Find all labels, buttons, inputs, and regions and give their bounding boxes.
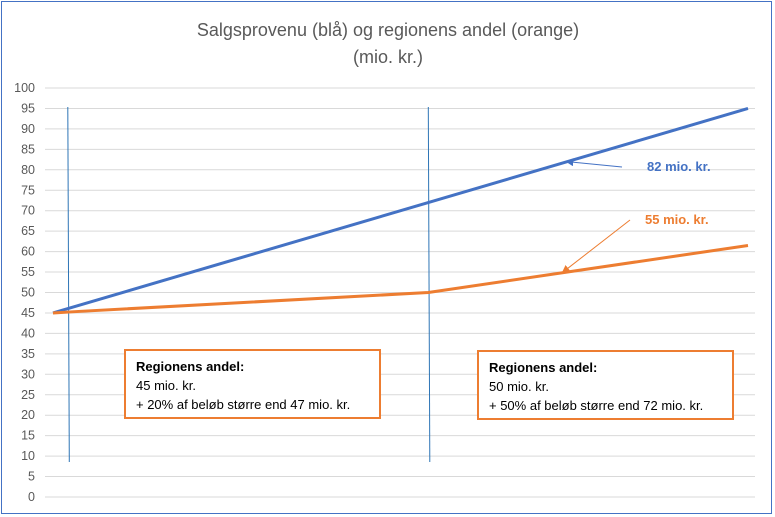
share-box-left-line1: 45 mio. kr.: [136, 378, 196, 393]
series-lines: [52, 107, 749, 315]
series-line-orange: [52, 243, 749, 315]
gridlines: [45, 87, 755, 498]
annotation-arrow: [565, 158, 623, 168]
y-tick-label: 40: [21, 326, 35, 340]
y-tick-label: 55: [21, 265, 35, 279]
y-axis-ticks: 0 5 10 15 20 25 30 35 40 45 50 55 60 65 70 75 80 85 90 95 10…: [14, 81, 35, 504]
y-tick-label: 0: [28, 490, 35, 504]
annotation-orange: 55 mio. kr.: [645, 212, 709, 227]
y-tick-label: 70: [21, 204, 35, 218]
y-tick-label: 75: [21, 183, 35, 197]
share-box-right-title: Regionens andel:: [489, 360, 598, 375]
annotation-arrows: [561, 158, 631, 274]
vertical-marker-line: [67, 106, 70, 463]
series-line-blue: [52, 107, 749, 315]
y-tick-label: 35: [21, 347, 35, 361]
chart-title-line-2: (mio. kr.): [353, 47, 423, 67]
annotation-blue: 82 mio. kr.: [647, 159, 711, 174]
y-tick-label: 15: [21, 429, 35, 443]
y-tick-label: 20: [21, 408, 35, 422]
y-tick-label: 80: [21, 163, 35, 177]
y-tick-label: 45: [21, 306, 35, 320]
y-tick-label: 95: [21, 101, 35, 115]
share-box-right-line2: + 50% af beløb større end 72 mio. kr.: [489, 398, 704, 413]
y-tick-label: 10: [21, 449, 35, 463]
vertical-markers: [67, 106, 431, 463]
y-tick-label: 50: [21, 286, 35, 300]
y-tick-label: 85: [21, 142, 35, 156]
share-box-right-line1: 50 mio. kr.: [489, 379, 549, 394]
y-tick-label: 100: [14, 81, 35, 95]
share-box-left: Regionens andel: 45 mio. kr. + 20% af be…: [124, 349, 381, 419]
vertical-marker-line: [427, 106, 431, 463]
y-tick-label: 65: [21, 224, 35, 238]
share-box-left-line2: + 20% af beløb større end 47 mio. kr.: [136, 397, 351, 412]
share-box-right: Regionens andel: 50 mio. kr. + 50% af be…: [477, 350, 734, 420]
y-tick-label: 90: [21, 122, 35, 136]
y-tick-label: 60: [21, 245, 35, 259]
y-tick-label: 30: [21, 367, 35, 381]
share-box-left-title: Regionens andel:: [136, 359, 245, 374]
annotation-arrow: [561, 219, 631, 274]
y-tick-label: 5: [28, 470, 35, 484]
y-tick-label: 25: [21, 388, 35, 402]
chart-title-line-1: Salgsprovenu (blå) og regionens andel (o…: [197, 20, 579, 40]
